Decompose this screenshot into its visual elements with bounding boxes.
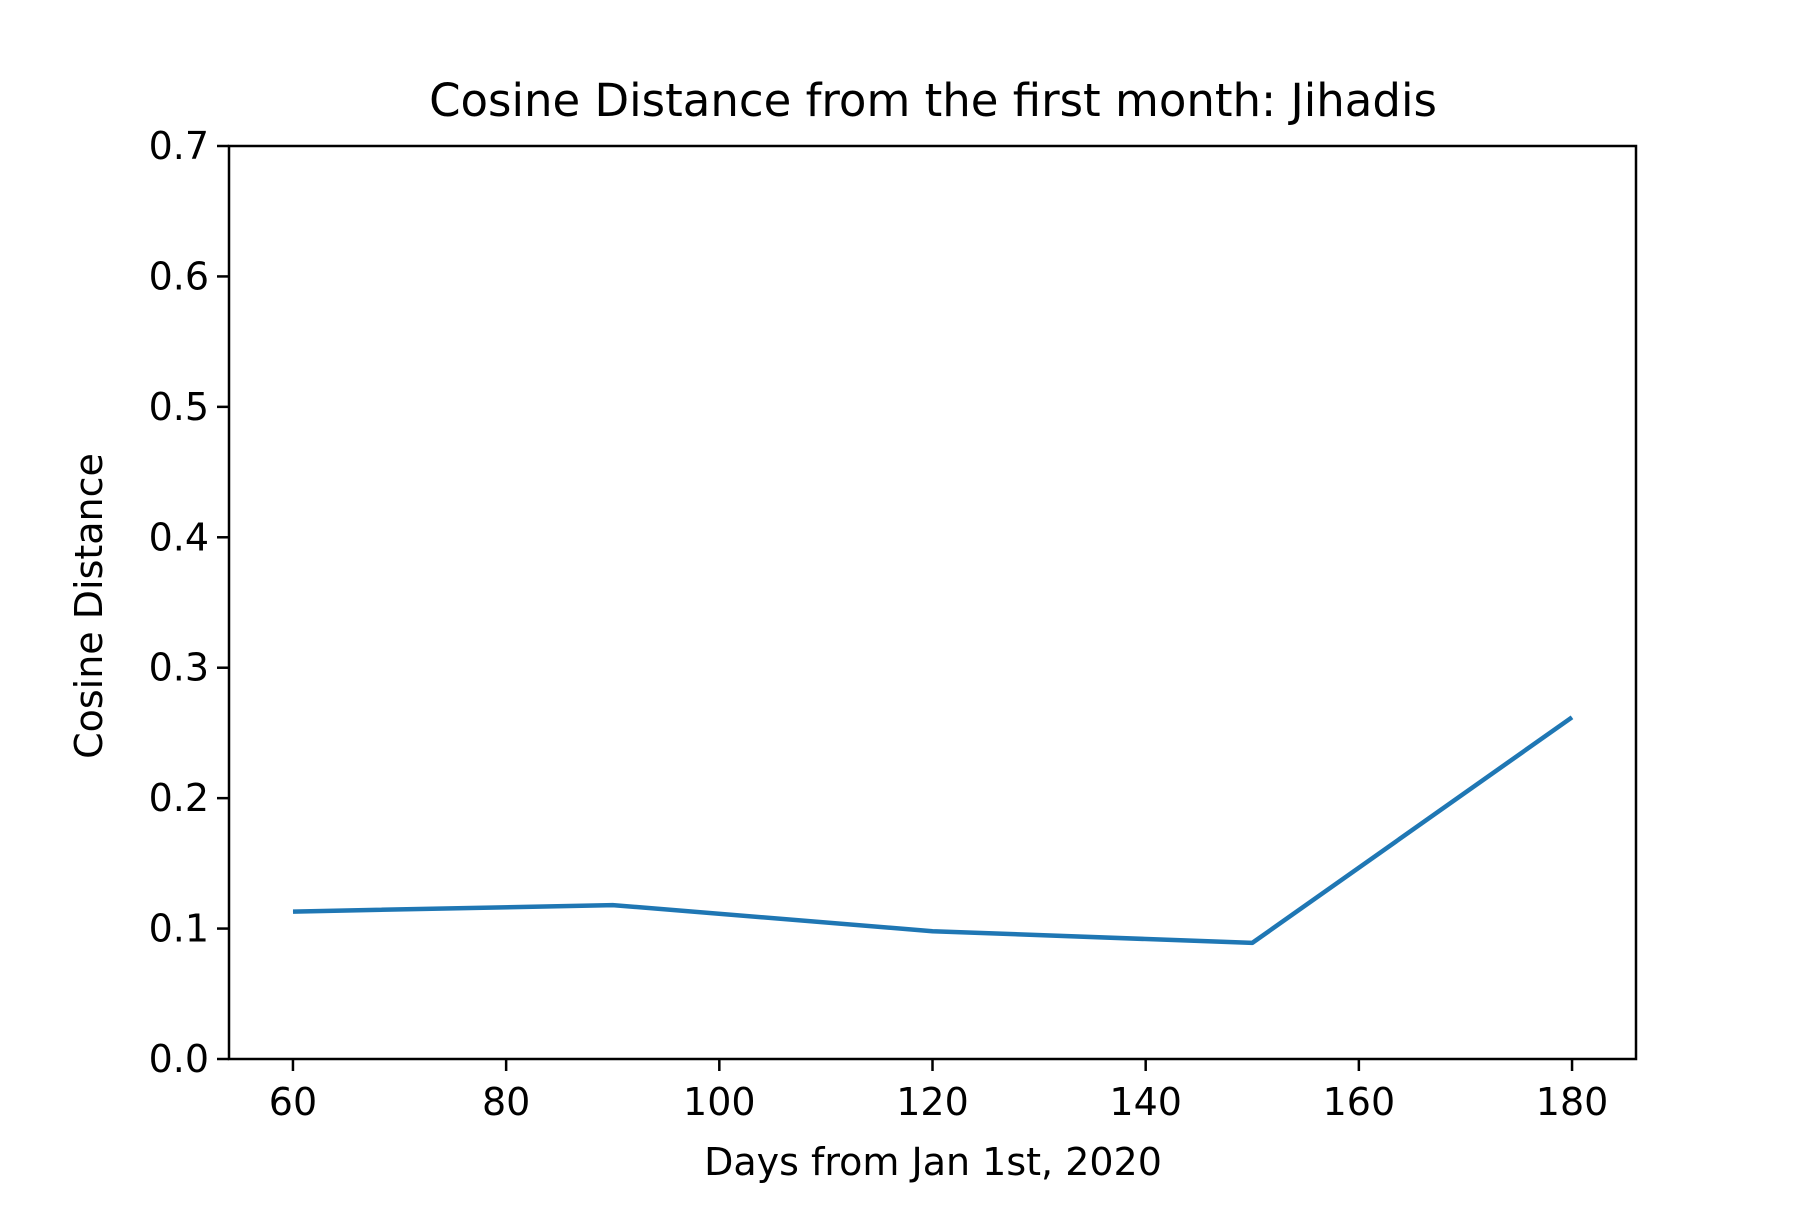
series-layer bbox=[293, 717, 1572, 943]
y-tick-label: 0.3 bbox=[149, 646, 209, 690]
y-tick-label: 0.2 bbox=[149, 776, 209, 820]
y-tick-label: 0.0 bbox=[149, 1037, 209, 1081]
y-tick-label: 0.7 bbox=[149, 124, 209, 168]
x-axis-label: Days from Jan 1st, 2020 bbox=[704, 1140, 1162, 1184]
chart-title: Cosine Distance from the first month: Ji… bbox=[429, 74, 1437, 127]
series-line bbox=[293, 717, 1572, 943]
x-tick-label: 160 bbox=[1323, 1080, 1396, 1124]
y-tick-label: 0.6 bbox=[149, 254, 209, 298]
x-tick-label: 180 bbox=[1536, 1080, 1609, 1124]
x-tick-label: 120 bbox=[896, 1080, 969, 1124]
x-tick-label: 140 bbox=[1109, 1080, 1182, 1124]
x-axis-ticks: 60 80 100 120 140 160 180 bbox=[269, 1059, 1609, 1124]
y-tick-label: 0.5 bbox=[149, 385, 209, 429]
y-axis-label: Cosine Distance bbox=[67, 453, 111, 759]
x-tick-label: 80 bbox=[482, 1080, 530, 1124]
plot-area-frame bbox=[229, 146, 1636, 1059]
x-tick-label: 100 bbox=[683, 1080, 756, 1124]
y-tick-label: 0.4 bbox=[149, 515, 209, 559]
y-axis-ticks: 0.0 0.1 0.2 0.3 0.4 0.5 0.6 0.7 bbox=[149, 124, 229, 1081]
x-tick-label: 60 bbox=[269, 1080, 317, 1124]
y-tick-label: 0.1 bbox=[149, 907, 209, 951]
